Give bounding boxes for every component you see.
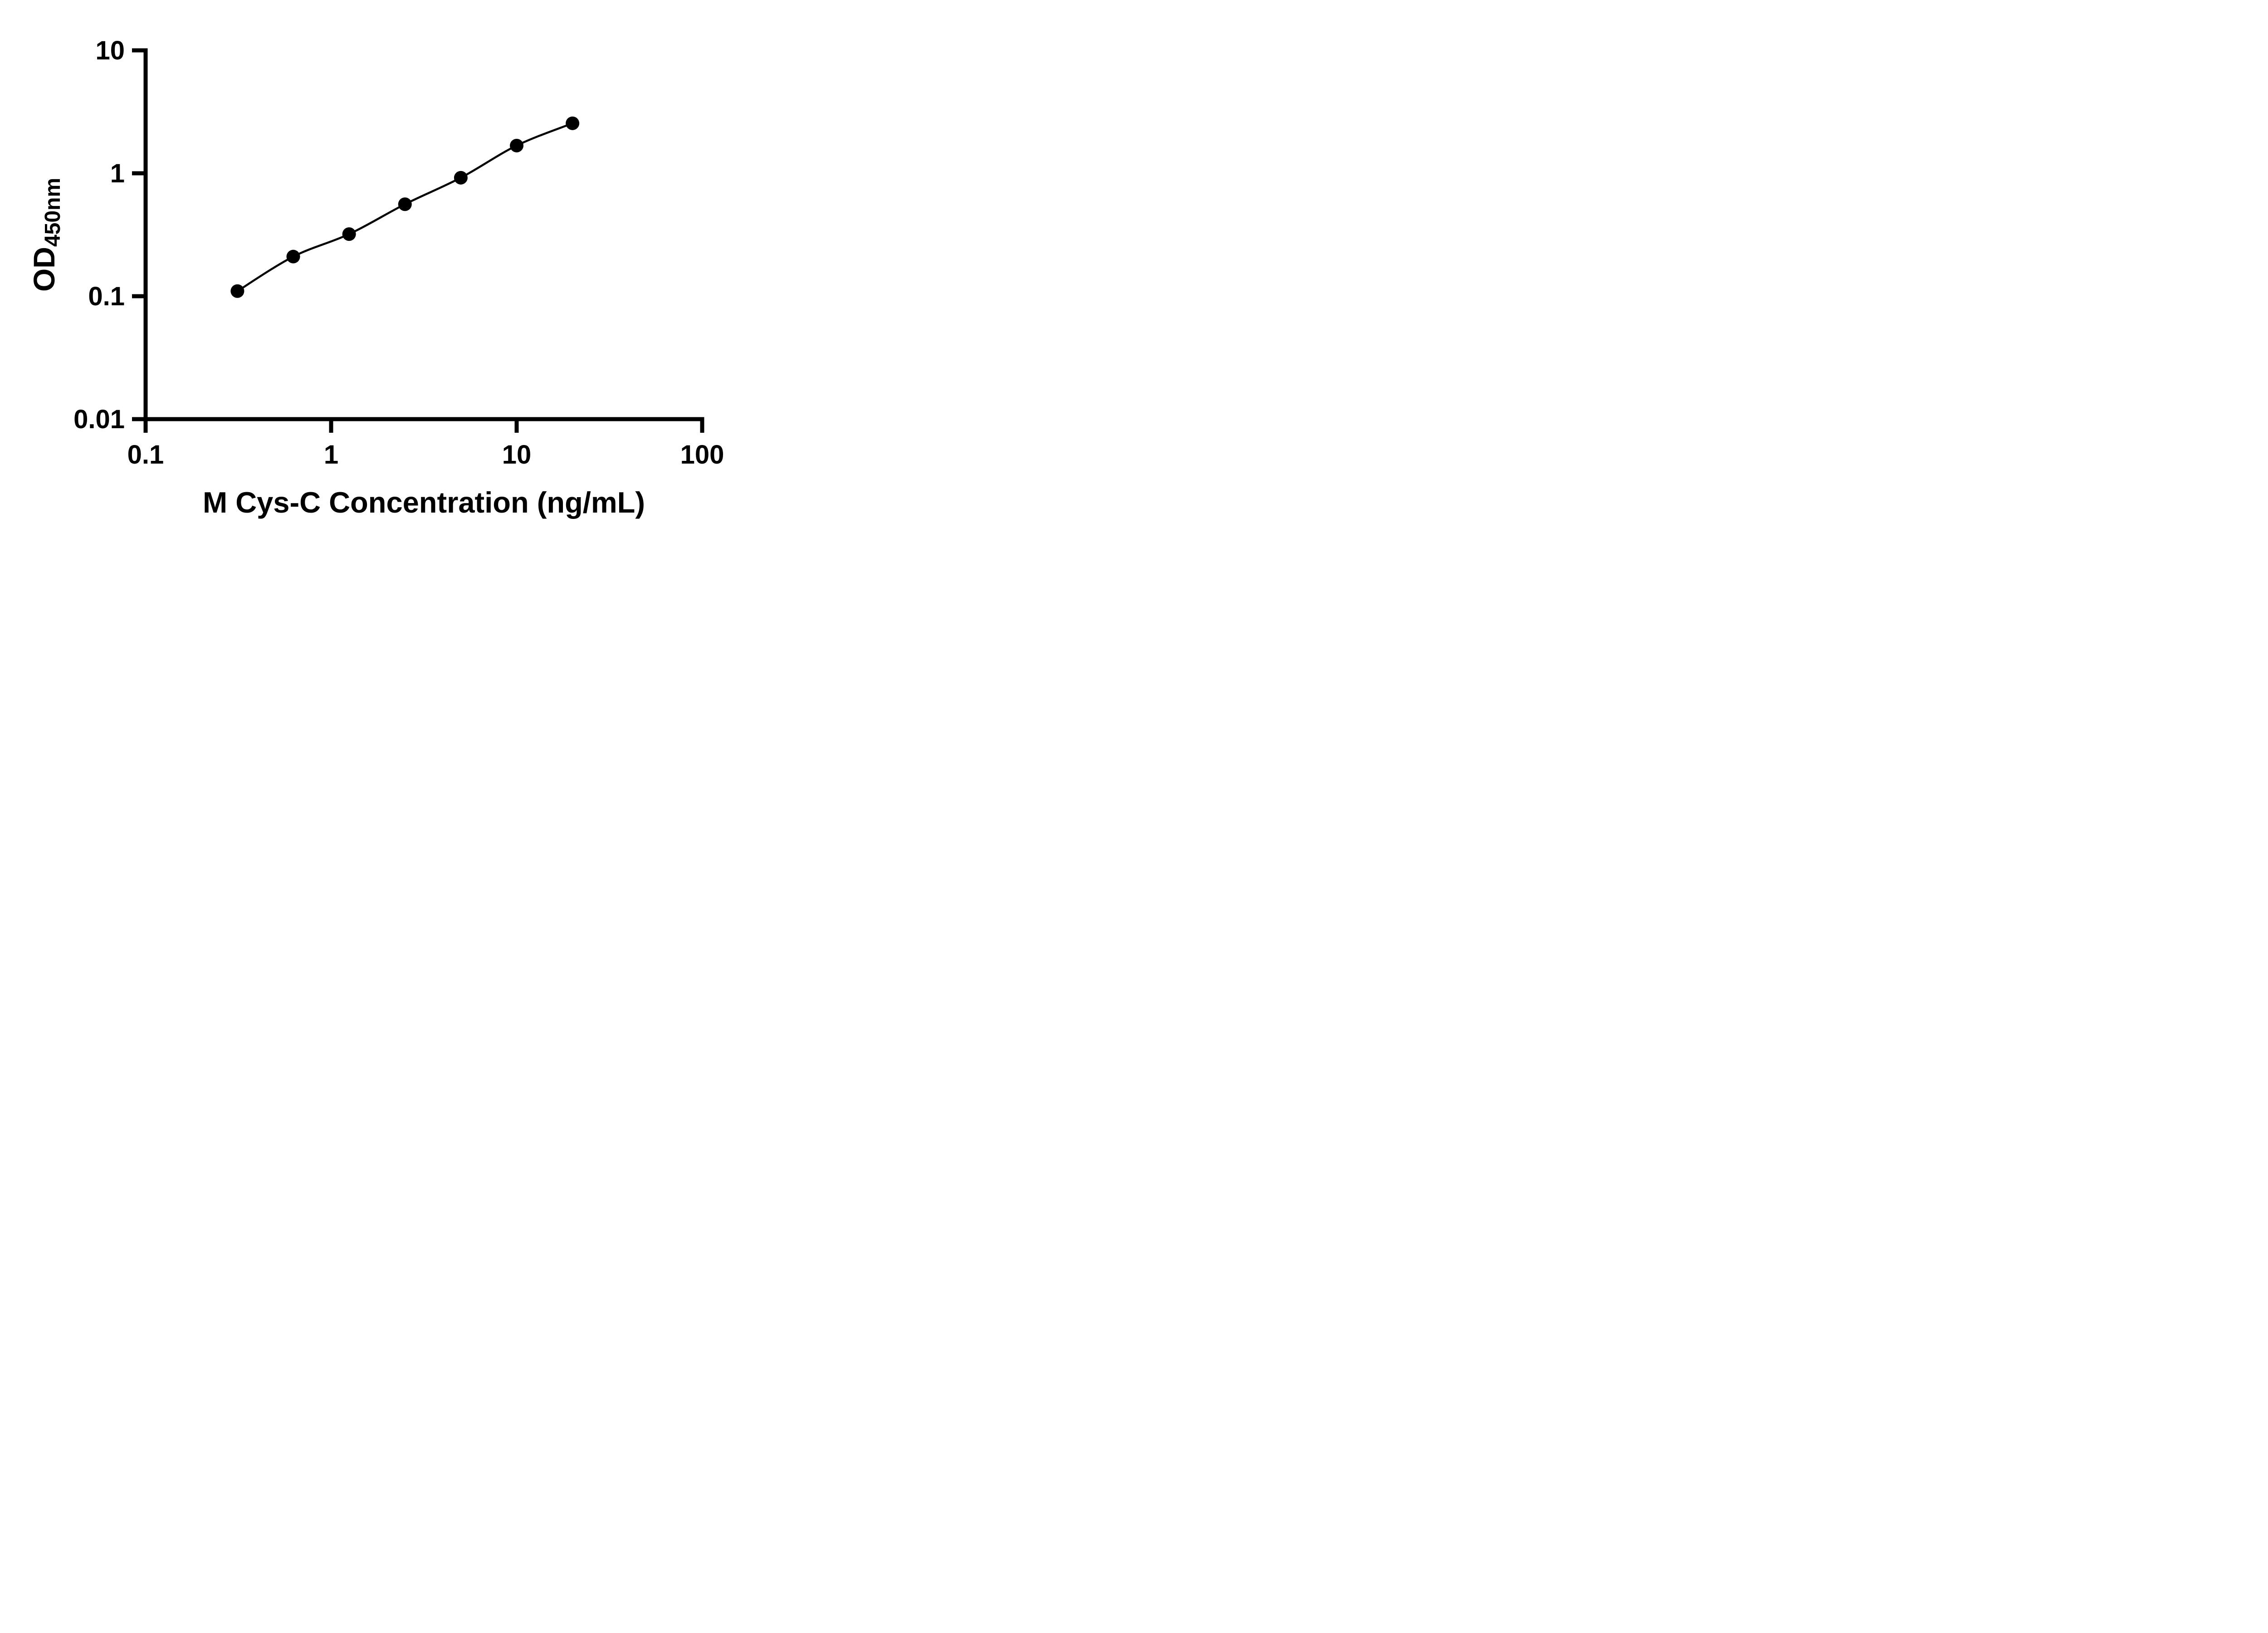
x-axis-tick-label: 100 (680, 440, 724, 469)
data-point-3 (398, 197, 412, 211)
y-axis-tick-label: 10 (95, 36, 125, 65)
x-axis-label: M Cys-C Concentration (ng/mL) (203, 486, 645, 519)
data-point-1 (286, 249, 300, 264)
x-axis-tick-label: 1 (324, 440, 338, 469)
x-axis-tick-label: 0.1 (127, 440, 164, 469)
y-axis-tick-label: 1 (110, 159, 125, 188)
data-point-6 (566, 116, 580, 130)
data-point-4 (454, 171, 468, 185)
data-point-5 (510, 138, 523, 152)
y-axis-tick-label: 0.1 (88, 282, 125, 311)
data-point-0 (230, 284, 244, 298)
data-point-2 (342, 227, 356, 241)
y-axis-label: OD450nm (27, 178, 65, 292)
axes (143, 48, 704, 421)
elisa-standard-curve-figure: 0.1 1 10 100 0.01 0.1 1 10 M Cys-C Concentration… (0, 0, 776, 544)
y-axis-tick-label: 0.01 (73, 405, 125, 434)
x-axis-tick-label: 10 (502, 440, 532, 469)
